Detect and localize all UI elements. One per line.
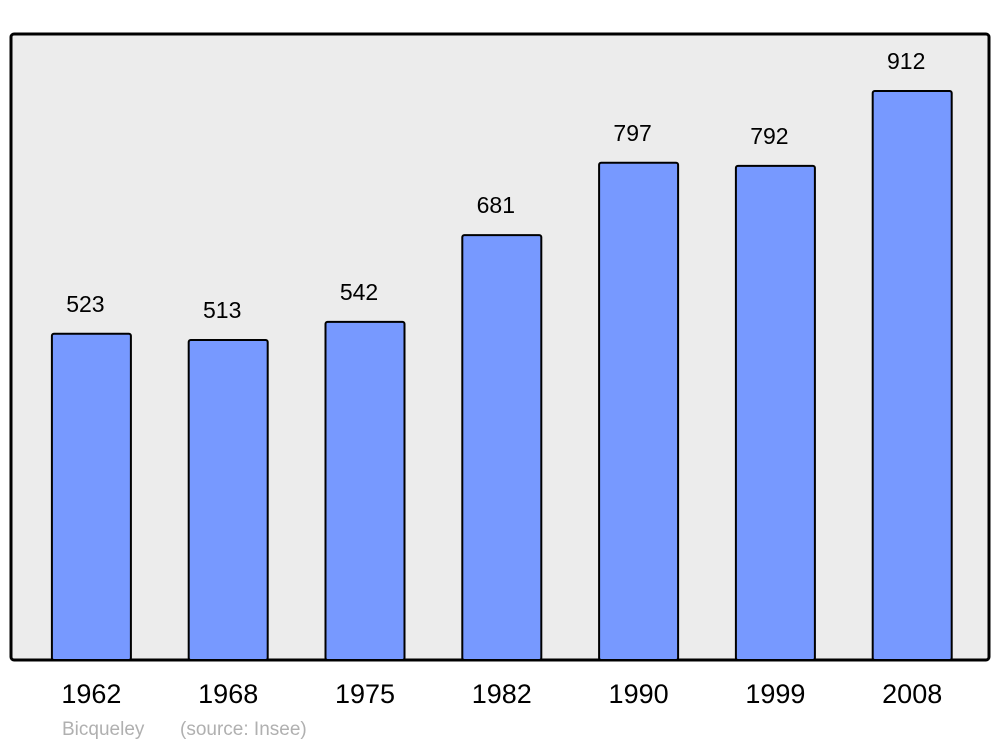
value-label: 523: [66, 291, 104, 317]
bar: [187, 338, 269, 661]
bar: [871, 90, 953, 661]
place-label: Bicqueley: [62, 719, 145, 740]
x-tick-label: 1990: [609, 679, 669, 709]
value-label: 797: [613, 120, 651, 146]
value-label: 912: [887, 48, 925, 74]
value-label: 792: [750, 123, 788, 149]
x-tick-label: 2008: [882, 679, 942, 709]
x-tick-label: 1975: [335, 679, 395, 709]
bar: [461, 234, 543, 661]
bar: [50, 332, 132, 661]
bar: [324, 320, 406, 661]
x-tick-label: 1982: [472, 679, 532, 709]
x-tick-label: 1962: [61, 679, 121, 709]
bar: [598, 161, 680, 661]
value-label: 681: [477, 192, 515, 218]
value-label: 513: [203, 297, 241, 323]
x-tick-label: 1999: [745, 679, 805, 709]
value-label: 542: [340, 279, 378, 305]
bar: [734, 164, 816, 662]
x-tick-label: 1968: [198, 679, 258, 709]
source-label: (source: Insee): [180, 719, 307, 740]
